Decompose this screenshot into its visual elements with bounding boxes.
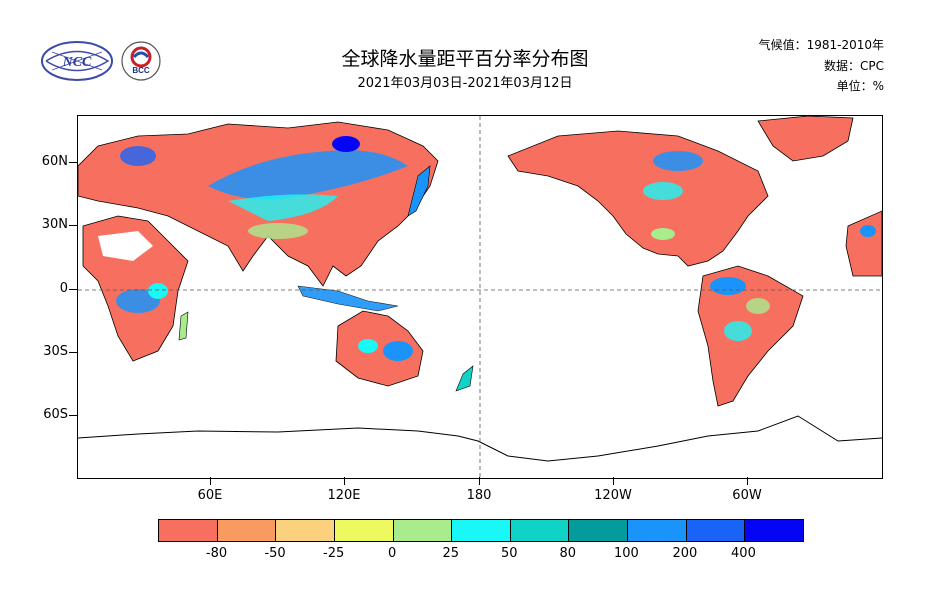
lat-label-60s: 60S [43, 407, 68, 422]
unit-label: 单位：% [836, 79, 884, 93]
tick-180 [479, 477, 480, 485]
mexico-green [651, 228, 675, 240]
tick-120w [613, 477, 614, 485]
lat-label-30n: 30N [41, 217, 68, 232]
russia-wet-band [208, 150, 408, 200]
siberia-blue-core [332, 136, 360, 152]
amazon-blue [710, 277, 746, 295]
greenland [757, 116, 854, 162]
colorbar [158, 519, 804, 542]
new-zealand [455, 365, 474, 392]
colorbar-swatch [569, 520, 629, 541]
colorbar-swatch [276, 520, 335, 541]
japan [407, 165, 431, 217]
south-america-landmass [697, 265, 804, 407]
us-cyan [643, 182, 683, 200]
tick-30n [69, 225, 77, 226]
climate-baseline: 气候值：1981-2010年 [758, 38, 884, 52]
colorbar-swatch [452, 520, 511, 541]
svg-text:NCC: NCC [62, 55, 92, 70]
sahara-white [98, 231, 153, 261]
scandinavia-blue [120, 146, 156, 166]
colorbar-label: -50 [264, 546, 286, 561]
colorbar-label: 400 [731, 546, 756, 561]
tick-60w [747, 477, 748, 485]
colorbar-swatch [159, 520, 218, 541]
west-africa-right [845, 210, 882, 277]
lat-label-30s: 30S [43, 344, 68, 359]
australia-landmass [335, 310, 424, 387]
lat-label-0: 0 [59, 281, 68, 296]
colorbar-swatch [628, 520, 687, 541]
colorbar-label: 200 [672, 546, 698, 561]
south-america-cyan [724, 321, 752, 341]
bcc-logo: BCC [121, 41, 161, 81]
russia-cyan-patch [228, 194, 338, 221]
south-america-green [746, 298, 770, 314]
colorbar-label: -80 [205, 546, 228, 561]
indonesia [297, 285, 399, 312]
colorbar-swatch [217, 520, 277, 541]
svg-text:BCC: BCC [132, 66, 150, 75]
colorbar-label: 80 [559, 546, 577, 561]
lat-label-60n: 60N [41, 154, 68, 169]
colorbar-swatch [745, 520, 804, 541]
tick-60s [69, 415, 77, 416]
tick-equator [69, 289, 77, 290]
colorbar-swatch [334, 520, 394, 541]
antarctica-outline [78, 415, 882, 462]
australia-blue [383, 341, 413, 361]
tick-60n [69, 162, 77, 163]
colorbar-label: 25 [442, 546, 459, 561]
madagascar [178, 311, 189, 341]
australia-cyan [358, 339, 378, 353]
precipitation-anomaly-map [77, 115, 883, 479]
tick-60e [210, 477, 211, 485]
canada-blue [653, 151, 703, 171]
colorbar-swatch [686, 520, 746, 541]
page-title: 全球降水量距平百分率分布图 [341, 48, 589, 70]
north-america-landmass [507, 130, 769, 267]
date-range: 2021年03月03日-2021年03月12日 [357, 76, 573, 91]
lon-label-120e: 120E [327, 488, 361, 503]
west-africa-blue [860, 225, 876, 237]
colorbar-swatch [393, 520, 453, 541]
ncc-logo: NCC [41, 41, 113, 81]
lon-label-60w: 60W [732, 488, 762, 503]
tick-30s [69, 352, 77, 353]
colorbar-swatch [510, 520, 570, 541]
lon-label-120w: 120W [594, 488, 632, 503]
tick-120e [344, 477, 345, 485]
asia-green-patch [248, 223, 308, 239]
africa-blue-belt [116, 289, 160, 313]
colorbar-label: 0 [388, 546, 397, 561]
lon-label-60e: 60E [197, 488, 223, 503]
africa-cyan [148, 283, 168, 299]
colorbar-label: -25 [323, 546, 345, 561]
colorbar-label: 50 [500, 546, 518, 561]
lon-label-180: 180 [466, 488, 492, 503]
colorbar-label: 100 [613, 546, 639, 561]
data-source: 数据：CPC [824, 59, 884, 73]
